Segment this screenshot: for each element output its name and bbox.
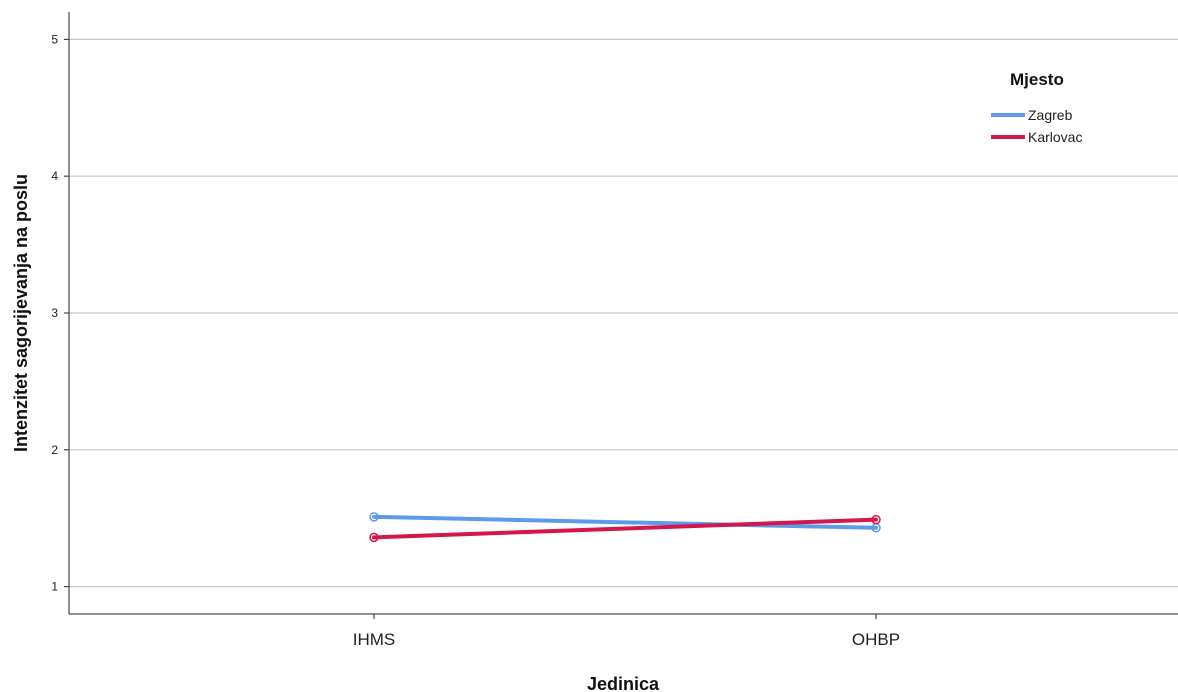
x-tick-label: IHMS xyxy=(353,630,396,649)
data-point-karlovac-ihms xyxy=(369,532,379,543)
series-lines xyxy=(369,512,881,543)
series-line-karlovac xyxy=(372,517,878,540)
y-tick-label: 5 xyxy=(51,32,58,46)
y-tick-label: 3 xyxy=(51,306,58,320)
data-point-zagreb-ihms xyxy=(369,512,379,522)
legend-label-karlovac: Karlovac xyxy=(1028,129,1082,145)
legend: Mjesto Zagreb Karlovac xyxy=(991,70,1082,145)
x-tick-labels: IHMS OHBP xyxy=(353,614,900,649)
y-tick-labels: 1 2 3 4 5 xyxy=(51,32,58,593)
series-line-zagreb xyxy=(372,514,878,530)
y-tick-label: 4 xyxy=(51,169,58,183)
y-tick-label: 1 xyxy=(51,580,58,594)
axes xyxy=(68,12,1178,615)
data-point-karlovac-ohbp xyxy=(871,514,881,525)
x-axis-title: Jedinica xyxy=(587,674,660,692)
gridlines xyxy=(64,38,1178,588)
legend-label-zagreb: Zagreb xyxy=(1028,107,1073,123)
legend-items: Zagreb Karlovac xyxy=(991,107,1082,145)
y-tick-label: 2 xyxy=(51,443,58,457)
x-tick-label: OHBP xyxy=(852,630,900,649)
y-axis-title: Intenzitet sagorijevanja na poslu xyxy=(11,174,31,452)
legend-title: Mjesto xyxy=(1010,70,1064,89)
